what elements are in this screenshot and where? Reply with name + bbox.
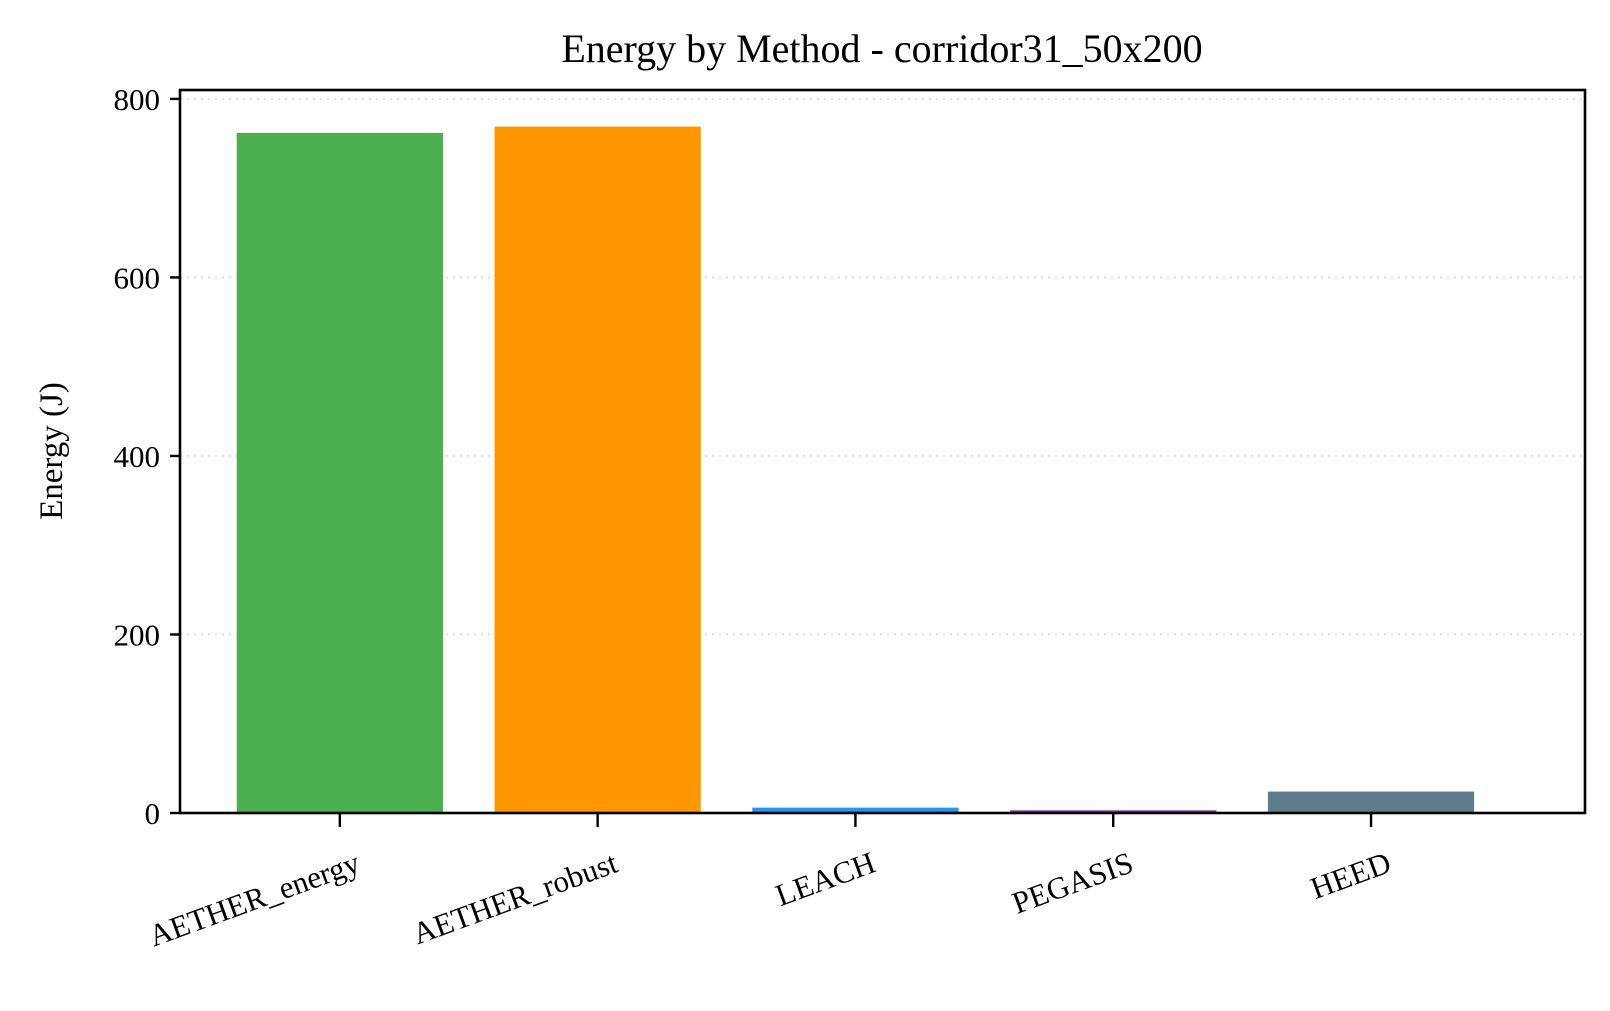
bar-pegasis xyxy=(1010,810,1217,813)
x-tick-label: AETHER_energy xyxy=(144,845,365,954)
bar-aether-robust xyxy=(494,126,701,813)
y-tick-label: 600 xyxy=(114,260,161,295)
y-axis-label: Energy (J) xyxy=(34,382,70,520)
chart-title: Energy by Method - corridor31_50x200 xyxy=(561,26,1202,71)
x-axis-ticks: AETHER_energy AETHER_robust LEACH PEGASIS HE… xyxy=(144,813,1395,953)
x-tick-label: LEACH xyxy=(771,845,880,913)
x-tick-label: AETHER_robust xyxy=(408,845,623,952)
bar-aether-energy xyxy=(236,132,443,813)
x-tick-label: PEGASIS xyxy=(1007,845,1137,921)
y-tick-label: 800 xyxy=(114,82,161,117)
bar-leach xyxy=(752,807,959,813)
y-tick-label: 0 xyxy=(145,796,161,831)
y-axis-ticks: 0 200 400 600 800 xyxy=(114,82,180,831)
y-tick-label: 400 xyxy=(114,439,161,474)
y-tick-label: 200 xyxy=(114,617,161,652)
x-tick-label: HEED xyxy=(1306,845,1396,906)
bar-heed xyxy=(1267,791,1475,813)
plot-frame xyxy=(178,88,1587,815)
grid-lines xyxy=(180,98,1585,636)
bars xyxy=(236,126,1475,813)
